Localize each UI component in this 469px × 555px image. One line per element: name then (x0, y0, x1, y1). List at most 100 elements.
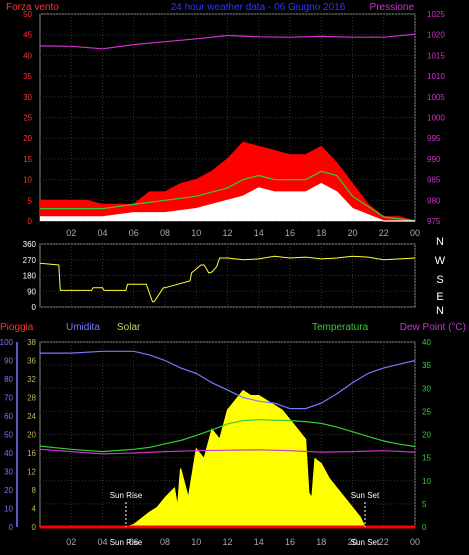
pressure-tick: 1015 (427, 51, 445, 60)
wind-x-tick: 08 (160, 228, 170, 238)
wind-x-tick: 22 (379, 228, 389, 238)
solar-tick: 28 (27, 394, 36, 403)
dewpoint-label: Dew Point (°C) (400, 322, 466, 333)
solar-tick: 8 (32, 486, 37, 495)
solar-tick: 4 (32, 505, 37, 514)
direction-tick: 90 (27, 287, 36, 296)
temperature-tick: 35 (422, 361, 431, 370)
solar-tick: 16 (27, 449, 36, 458)
humidity-tick: 40 (4, 449, 13, 458)
temp-x-tick: 14 (254, 537, 264, 547)
direction-tick: 180 (23, 272, 37, 281)
humidity-tick: 0 (9, 523, 14, 532)
solar-tick: 0 (32, 523, 37, 532)
humidity-tick: 70 (4, 394, 13, 403)
wind-x-tick: 16 (285, 228, 295, 238)
wind-pressure-line (39, 33, 416, 50)
wind-x-tick: 06 (129, 228, 139, 238)
pressure-label: Pressione (370, 2, 415, 13)
temperature-tick: 25 (422, 407, 431, 416)
temperature-tick: 15 (422, 454, 431, 463)
wind-force-tick: 40 (23, 51, 32, 60)
humidity-tick: 50 (4, 431, 13, 440)
temperature-tick: 40 (422, 338, 431, 347)
wind-x-tick: 02 (66, 228, 76, 238)
humidity-tick: 60 (4, 412, 13, 421)
temperature-tick: 5 (422, 500, 427, 509)
wind-force-tick: 30 (23, 93, 32, 102)
temperature-tick: 0 (422, 523, 427, 532)
wind-force-tick: 35 (23, 72, 32, 81)
pressure-tick: 975 (427, 217, 441, 226)
temp-x-tick: 00 (410, 537, 420, 547)
wind-force-tick: 50 (23, 10, 32, 19)
temp-x-tick: 02 (66, 537, 76, 547)
pressure-tick: 1005 (427, 93, 445, 102)
sun-rise-tick: Sun Rise (110, 538, 143, 547)
humidity-tick: 80 (4, 375, 13, 384)
dewpoint-line (39, 448, 416, 455)
direction-tick: 360 (23, 240, 37, 249)
solar-tick: 20 (27, 431, 36, 440)
wind-avg-line (40, 170, 416, 222)
solar-area (125, 390, 366, 527)
wind-gust-line (40, 141, 416, 222)
solar-label: Solar (117, 322, 141, 333)
wind-x-tick: 12 (222, 228, 232, 238)
wind-x-tick: 14 (254, 228, 264, 238)
direction-tick: 0 (32, 303, 37, 312)
wind-force-tick: 0 (28, 217, 33, 226)
humidity-line (40, 350, 416, 410)
humidity-tick: 20 (4, 486, 13, 495)
solar-tick: 38 (27, 338, 36, 347)
compass-letter: S (436, 274, 443, 286)
sun-set-label: Sun Set (351, 491, 380, 500)
pressure-tick: 985 (427, 176, 441, 185)
pressure-tick: 980 (427, 196, 441, 205)
temperature-line (39, 419, 416, 453)
temp-x-tick: 20 (347, 537, 357, 547)
wind-min-area (40, 183, 415, 221)
temp-x-tick: 22 (379, 537, 389, 547)
humidity-tick: 90 (4, 357, 13, 366)
pressure-tick: 1010 (427, 72, 445, 81)
humidity-tick: 10 (4, 505, 13, 514)
wind-min-line (40, 183, 415, 222)
compass-letter: N (436, 305, 444, 317)
humidity-label: Umidita (66, 322, 100, 333)
pressure-tick: 990 (427, 155, 441, 164)
pressure-tick: 1025 (427, 10, 445, 19)
temp-x-tick: 06 (129, 537, 139, 547)
wind-force-tick: 15 (23, 155, 32, 164)
temperature-tick: 30 (422, 384, 431, 393)
pressure-tick: 995 (427, 134, 441, 143)
temp-x-tick: 10 (191, 537, 201, 547)
rain-label: Pioggia (0, 322, 34, 333)
humidity-tick: 30 (4, 468, 13, 477)
temperature-tick: 10 (422, 477, 431, 486)
wind-x-tick: 04 (97, 228, 107, 238)
solar-tick: 12 (27, 468, 36, 477)
pressure-tick: 1020 (427, 31, 445, 40)
direction-line (39, 255, 416, 303)
temp-x-tick: 16 (285, 537, 295, 547)
solar-tick: 36 (27, 357, 36, 366)
wind-force-tick: 20 (23, 134, 32, 143)
wind-x-tick: 20 (347, 228, 357, 238)
chart-title: 24 hour weather data - 06 Giugno 2016 (171, 2, 346, 13)
solar-tick: 32 (27, 375, 36, 384)
solar-tick: 24 (27, 412, 36, 421)
pressure-tick: 1000 (427, 114, 445, 123)
compass-letter: E (436, 291, 443, 303)
temp-x-tick: 08 (160, 537, 170, 547)
wind-force-tick: 5 (28, 196, 33, 205)
solar-line (125, 389, 366, 528)
temperature-tick: 20 (422, 431, 431, 440)
temperature-label: Temperatura (312, 322, 369, 333)
direction-tick: 270 (23, 256, 37, 265)
temp-x-tick: 12 (222, 537, 232, 547)
sun-set-tick: Sun Set (351, 538, 380, 547)
temp-x-tick: 04 (97, 537, 107, 547)
wind-x-tick: 10 (191, 228, 201, 238)
